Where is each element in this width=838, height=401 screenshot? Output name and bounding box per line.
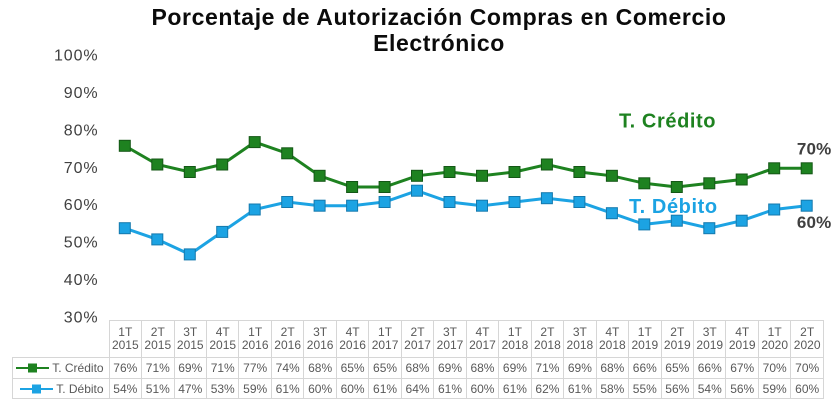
svg-text:80%: 80% (64, 122, 99, 139)
svg-text:60%: 60% (64, 197, 99, 214)
svg-text:50%: 50% (64, 235, 99, 252)
svg-text:40%: 40% (64, 272, 99, 289)
svg-text:70%: 70% (64, 160, 99, 177)
svg-text:100%: 100% (54, 48, 99, 65)
svg-text:90%: 90% (64, 85, 99, 102)
svg-text:70%: 70% (797, 140, 832, 159)
svg-text:T. Crédito: T. Crédito (619, 111, 716, 133)
svg-text:60%: 60% (797, 213, 832, 232)
svg-text:T. Débito: T. Débito (629, 196, 718, 218)
